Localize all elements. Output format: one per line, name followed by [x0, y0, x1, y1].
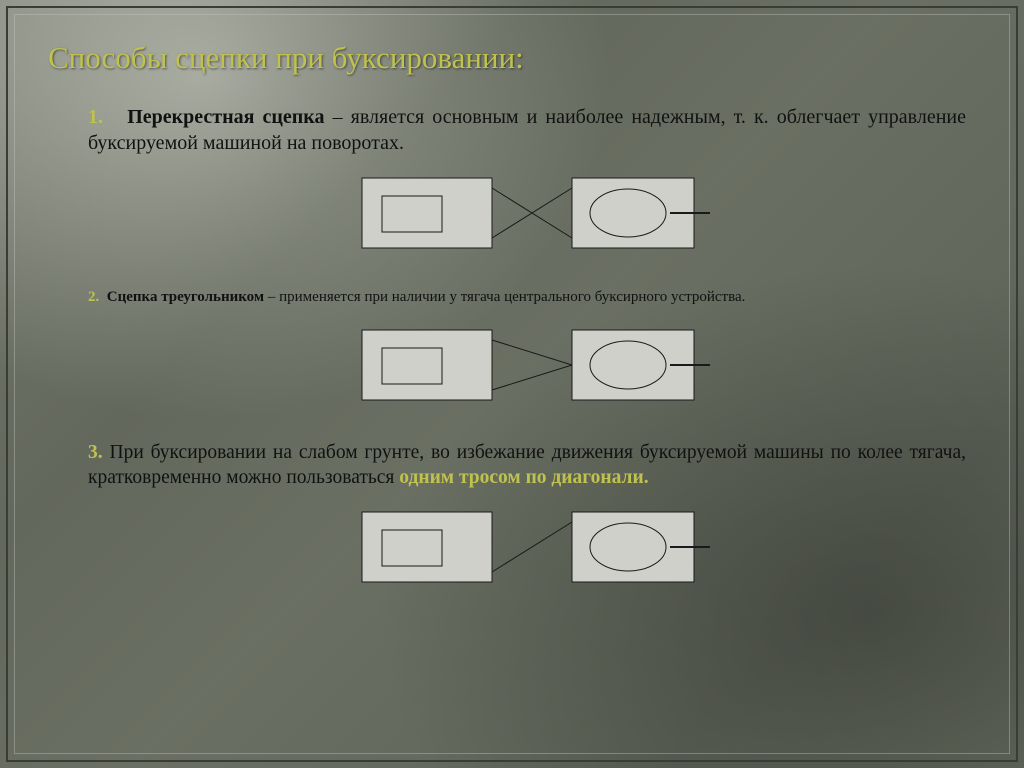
diagram-diagonal [48, 502, 976, 592]
item-2: 2. Сцепка треугольником – применяется пр… [88, 288, 966, 308]
diagram-cross-svg [312, 168, 712, 258]
item-num: 1. [88, 106, 103, 128]
slide-title: Способы сцепки при буксировании: [48, 40, 976, 76]
item-lead: Сцепка треугольником [107, 289, 264, 305]
slide: Способы сцепки при буксировании: 1. Пере… [0, 0, 1024, 768]
diagram-triangle-svg [312, 320, 712, 410]
diagram-triangle [48, 320, 976, 410]
item-3: 3. При буксировании на слабом грунте, во… [88, 440, 966, 491]
item-num: 3. [88, 442, 103, 463]
item-num: 2. [88, 289, 99, 305]
item-rest: – применяется при наличии у тягача центр… [264, 289, 745, 305]
diagram-cross [48, 168, 976, 258]
item-1: 1. Перекрестная сцепка – является основн… [88, 104, 966, 156]
diagram-diagonal-svg [312, 502, 712, 592]
item-highlight: одним тросом по диагонали. [399, 467, 648, 488]
item-lead: Перекрестная сцепка [127, 106, 324, 128]
